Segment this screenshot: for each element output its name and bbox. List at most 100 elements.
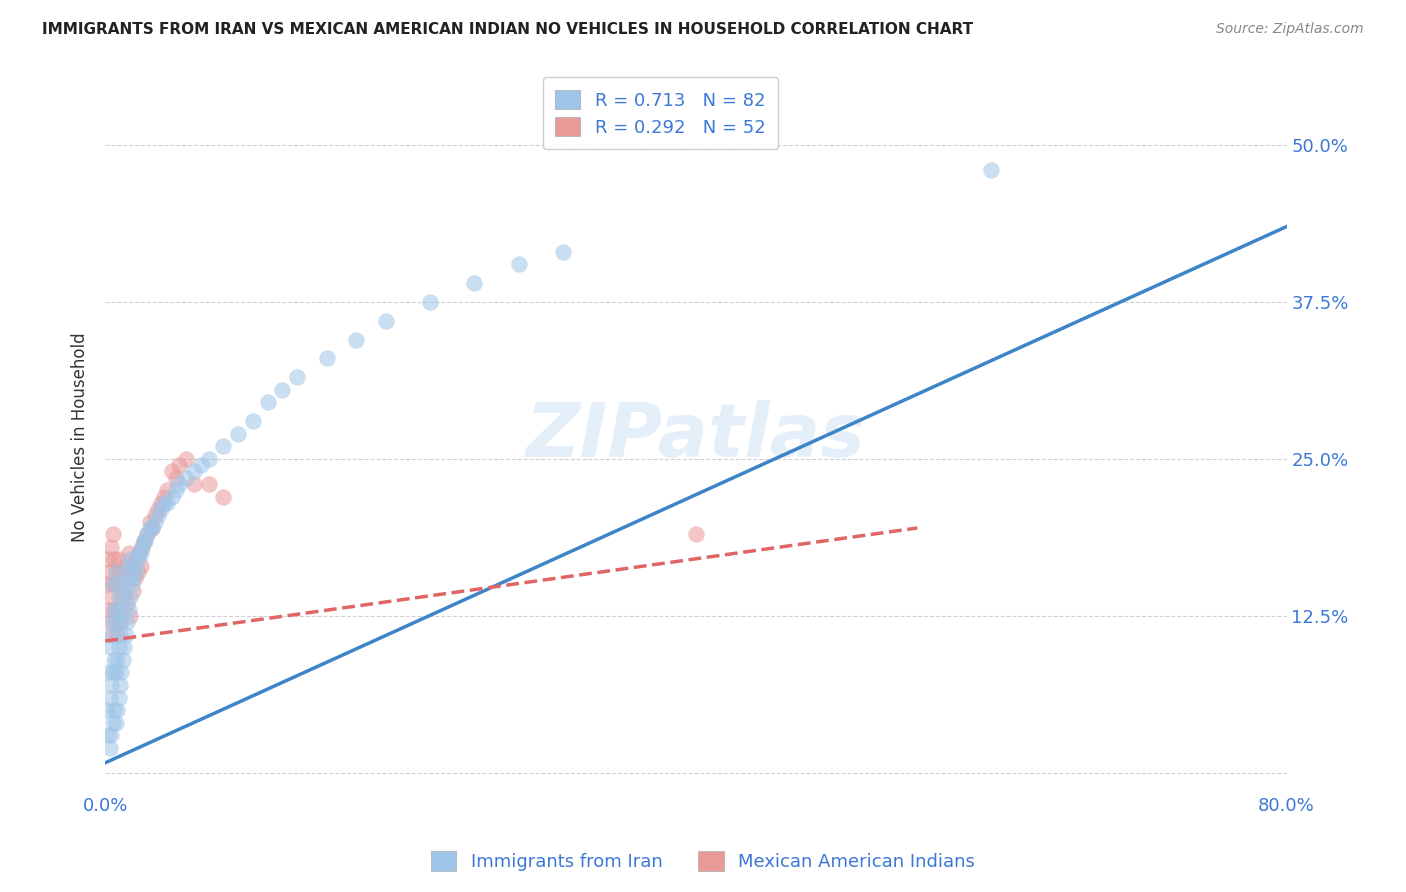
Point xyxy=(96,577,118,591)
Point xyxy=(111,571,134,585)
Point xyxy=(100,628,122,642)
Point xyxy=(165,483,187,498)
Point xyxy=(104,665,127,680)
Point xyxy=(121,558,143,573)
Point xyxy=(112,583,135,598)
Point xyxy=(980,163,1002,178)
Point xyxy=(344,333,367,347)
Point xyxy=(129,558,152,573)
Point xyxy=(103,703,125,717)
Point xyxy=(101,577,124,591)
Point xyxy=(115,628,138,642)
Point xyxy=(212,490,235,504)
Point xyxy=(101,715,124,730)
Point xyxy=(125,558,148,573)
Point xyxy=(685,527,707,541)
Point xyxy=(110,615,132,629)
Point xyxy=(132,533,155,548)
Point xyxy=(148,502,170,516)
Point xyxy=(167,477,190,491)
Point xyxy=(197,477,219,491)
Point xyxy=(103,602,125,616)
Point xyxy=(122,571,145,585)
Point xyxy=(118,546,141,560)
Point xyxy=(105,653,128,667)
Point xyxy=(176,471,198,485)
Point xyxy=(101,615,124,629)
Point xyxy=(125,552,148,566)
Point xyxy=(315,351,337,366)
Point xyxy=(97,665,120,680)
Point xyxy=(197,451,219,466)
Point xyxy=(97,552,120,566)
Point xyxy=(104,615,127,629)
Point xyxy=(127,565,149,579)
Point xyxy=(101,527,124,541)
Point xyxy=(110,590,132,604)
Point xyxy=(148,508,170,523)
Y-axis label: No Vehicles in Household: No Vehicles in Household xyxy=(72,332,89,541)
Point xyxy=(110,665,132,680)
Point xyxy=(104,615,127,629)
Point xyxy=(111,653,134,667)
Point xyxy=(112,590,135,604)
Point xyxy=(104,565,127,579)
Point xyxy=(105,577,128,591)
Point xyxy=(242,414,264,428)
Point xyxy=(138,515,160,529)
Point xyxy=(120,552,142,566)
Point xyxy=(176,451,198,466)
Text: IMMIGRANTS FROM IRAN VS MEXICAN AMERICAN INDIAN NO VEHICLES IN HOUSEHOLD CORRELA: IMMIGRANTS FROM IRAN VS MEXICAN AMERICAN… xyxy=(42,22,973,37)
Point xyxy=(153,496,176,510)
Legend: Immigrants from Iran, Mexican American Indians: Immigrants from Iran, Mexican American I… xyxy=(423,844,983,879)
Point xyxy=(135,527,157,541)
Point xyxy=(115,558,138,573)
Point xyxy=(107,590,129,604)
Point xyxy=(97,602,120,616)
Point xyxy=(138,521,160,535)
Point xyxy=(103,653,125,667)
Point xyxy=(117,615,139,629)
Point xyxy=(134,533,156,548)
Point xyxy=(128,546,150,560)
Point xyxy=(131,540,153,554)
Point xyxy=(118,602,141,616)
Point xyxy=(107,640,129,655)
Point xyxy=(108,615,131,629)
Point xyxy=(117,596,139,610)
Point xyxy=(108,678,131,692)
Point xyxy=(117,565,139,579)
Point xyxy=(107,602,129,616)
Point xyxy=(132,533,155,548)
Point xyxy=(150,496,173,510)
Point xyxy=(98,565,121,579)
Point xyxy=(108,565,131,579)
Point xyxy=(98,690,121,705)
Point xyxy=(135,527,157,541)
Point xyxy=(128,546,150,560)
Point xyxy=(104,565,127,579)
Point xyxy=(107,552,129,566)
Point xyxy=(105,628,128,642)
Point xyxy=(463,276,485,290)
Point xyxy=(96,703,118,717)
Point xyxy=(105,703,128,717)
Point xyxy=(374,314,396,328)
Point xyxy=(103,602,125,616)
Point xyxy=(101,628,124,642)
Point xyxy=(256,395,278,409)
Point xyxy=(101,577,124,591)
Point xyxy=(285,370,308,384)
Point xyxy=(104,715,127,730)
Legend: R = 0.713   N = 82, R = 0.292   N = 52: R = 0.713 N = 82, R = 0.292 N = 52 xyxy=(543,77,779,149)
Point xyxy=(160,490,183,504)
Point xyxy=(98,615,121,629)
Point xyxy=(150,502,173,516)
Point xyxy=(100,728,122,742)
Point xyxy=(118,558,141,573)
Point xyxy=(101,665,124,680)
Point xyxy=(120,590,142,604)
Point xyxy=(100,590,122,604)
Point xyxy=(156,496,179,510)
Point xyxy=(120,608,142,623)
